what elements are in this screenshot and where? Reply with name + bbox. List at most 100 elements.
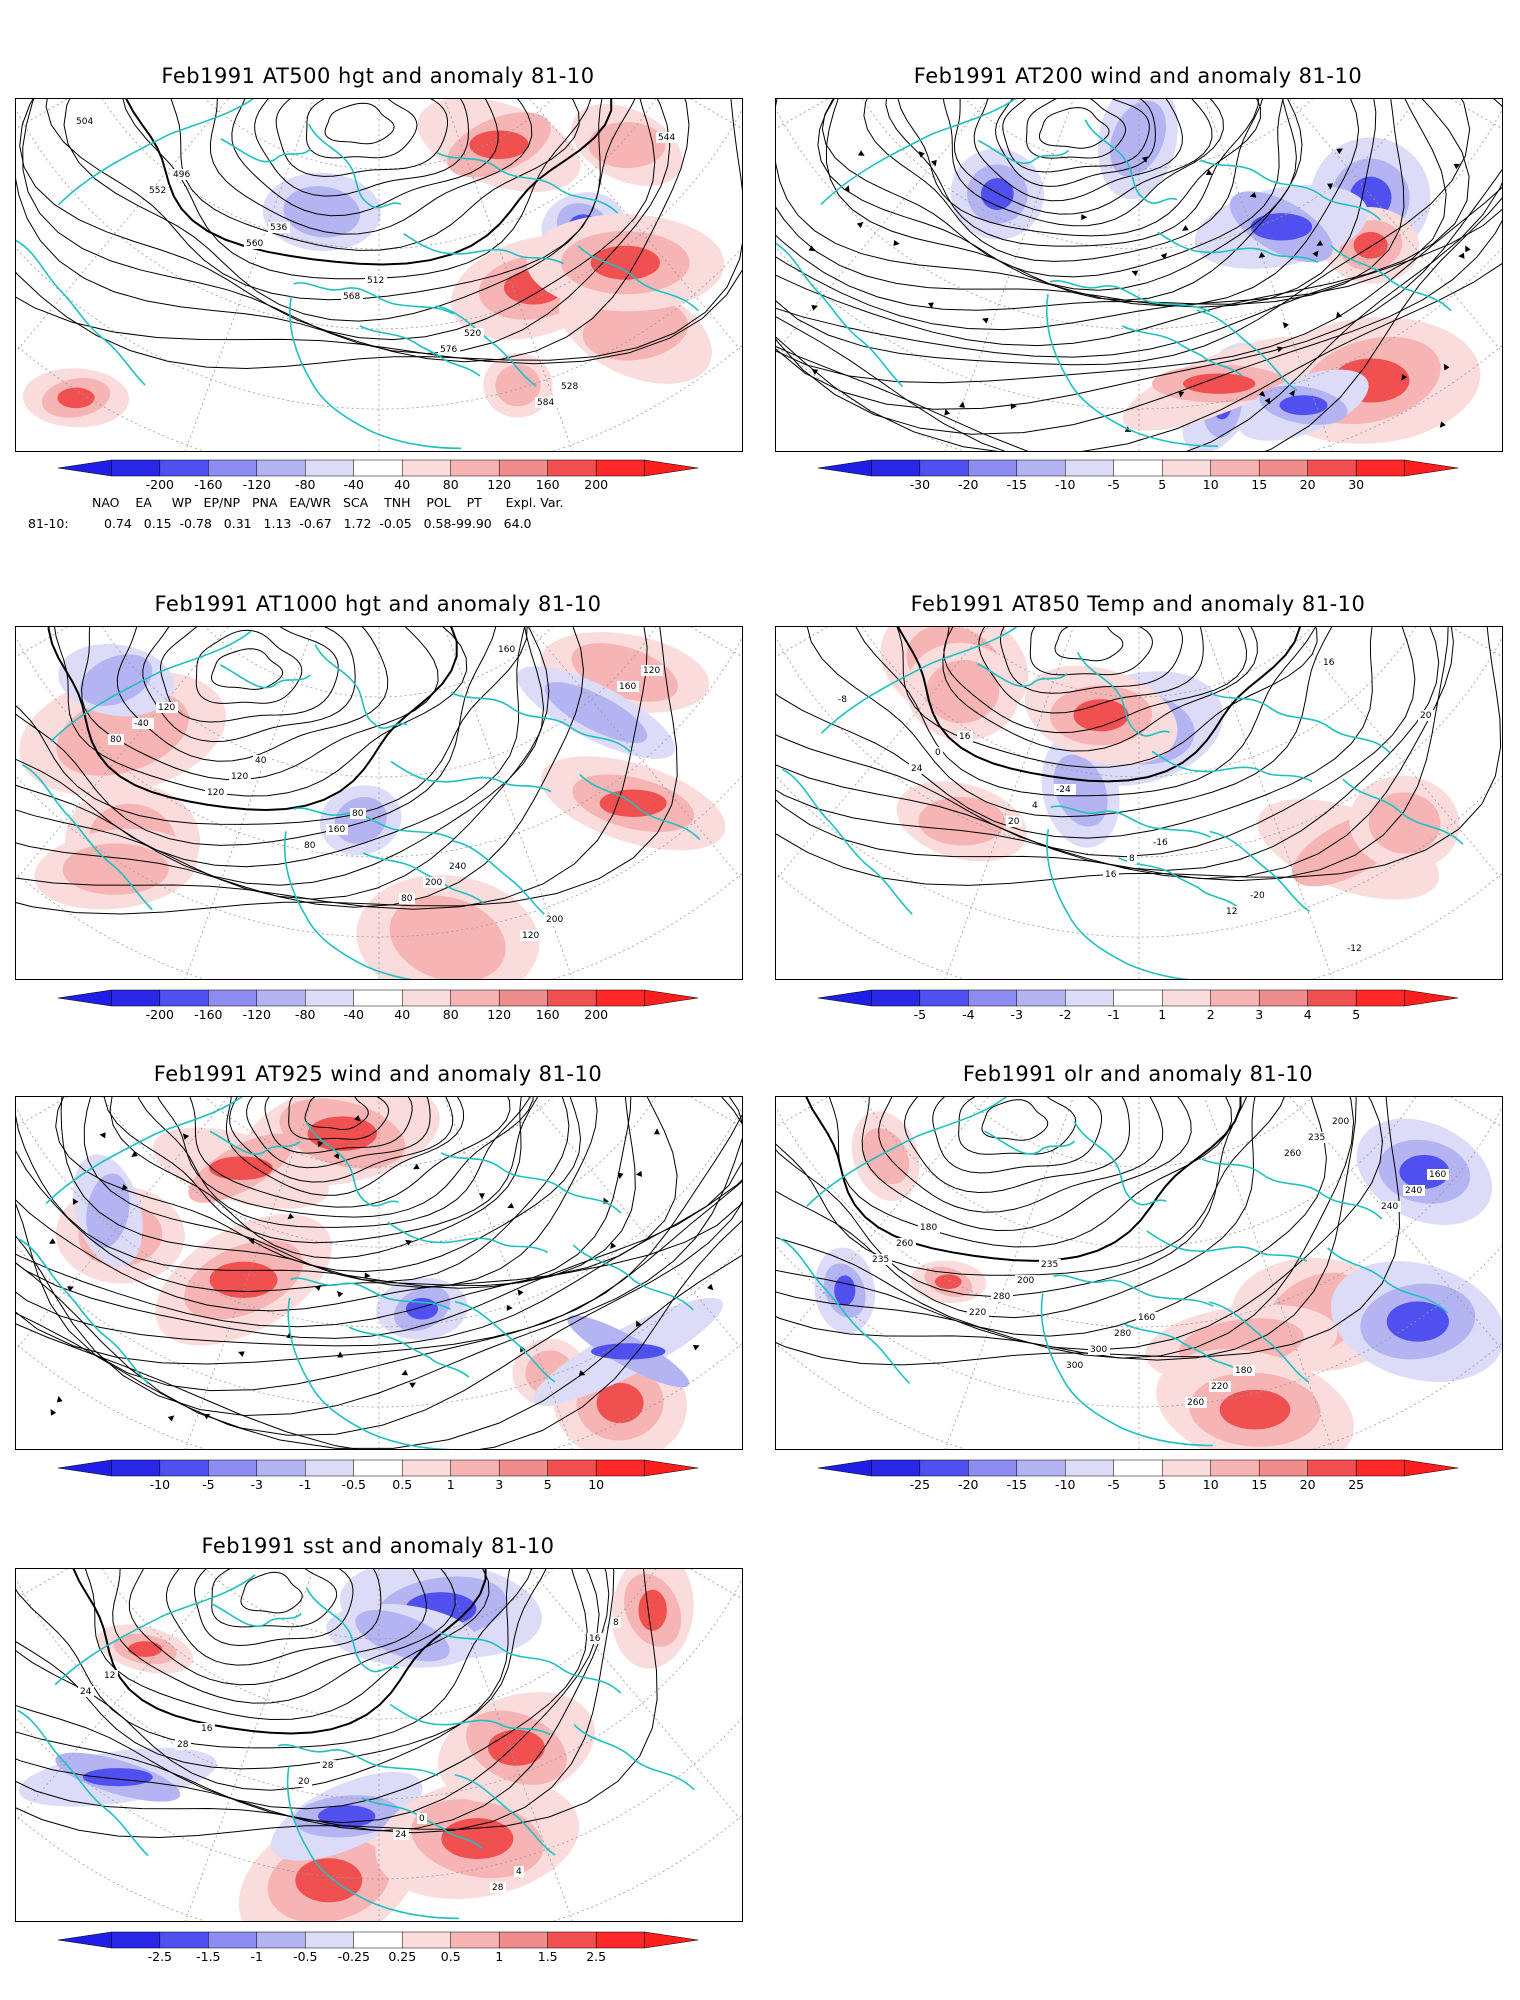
colorbar-swatch (450, 1931, 500, 1949)
colorbar-tick-label: 20 (1299, 477, 1316, 492)
negative-anomaly-region (517, 666, 676, 759)
contour-label: 28 (177, 1740, 189, 1750)
colorbar-swatch (1161, 459, 1211, 477)
colorbar-swatch (208, 1459, 258, 1477)
colorbar-swatch (1065, 989, 1115, 1007)
colorbar-tick-label: -1 (250, 1949, 264, 1964)
colorbar-tick-label: 1 (1158, 1007, 1167, 1022)
coastlines (17, 1574, 695, 1920)
map-canvas (16, 1097, 742, 1449)
colorbar-tick-label: 0.5 (440, 1949, 461, 1964)
colorbar-swatch (547, 459, 597, 477)
contour-label: 16 (589, 1634, 601, 1644)
contour-label: 200 (1332, 1117, 1349, 1127)
colorbar-tick-label: -20 (958, 477, 979, 492)
colorbar-swatch (111, 1459, 161, 1477)
panel-500hgt: Feb1991 AT500 hgt and anomaly 81-10 504 4… (0, 0, 760, 540)
colorbar-tick-label: 1 (495, 1949, 504, 1964)
colorbar-tick-label: 120 (487, 477, 512, 492)
colorbar-low-arrow (57, 989, 112, 1007)
contour-labels: 235 160 180 200 160 180 200 280 220 235 240 260 280 3… (870, 1116, 1449, 1408)
panel-200wind: Feb1991 AT200 wind and anomaly 81-10 -30… (760, 0, 1520, 540)
contour-label: 235 (1041, 1260, 1058, 1270)
colorbar-swatch (1113, 459, 1163, 477)
colorbar-swatch (208, 459, 258, 477)
colorbar-tick-label: 0.25 (388, 1949, 417, 1964)
contour-label: 200 (425, 878, 442, 888)
contour-label: 568 (343, 292, 360, 302)
colorbar-tick-label: -80 (295, 477, 316, 492)
contour-label: 120 (207, 788, 224, 798)
panel-850temp: Feb1991 AT850 Temp and anomaly 81-10 16 -… (760, 540, 1520, 1022)
contour-label: 220 (969, 1308, 986, 1318)
contour-label: 235 (1308, 1133, 1325, 1143)
index-label: 81-10: (28, 516, 69, 531)
positive-anomaly-region (417, 99, 581, 193)
colorbar-tick-label: 80 (442, 477, 459, 492)
contour-label: 520 (464, 329, 481, 339)
positive-anomaly-region (1024, 665, 1178, 765)
colorbar-swatch (595, 1931, 645, 1949)
colorbar-tick-label: 80 (442, 1007, 459, 1022)
colorbar-swatch (871, 989, 921, 1007)
colorbar: -30 -20 -15 -10 -5 5 10 15 20 30 (817, 459, 1459, 492)
contour-label: 584 (537, 398, 554, 408)
colorbar: -25 -20 -15 -10 -5 5 10 15 20 25 (817, 1459, 1459, 1492)
panel-title: Feb1991 olr and anomaly 81-10 (962, 1062, 1314, 1086)
coastlines (21, 630, 701, 979)
colorbar-tick-label: 30 (1348, 477, 1365, 492)
colorbar-swatch (498, 459, 548, 477)
contour-label: 24 (80, 1687, 92, 1697)
positive-anomaly-region (851, 1111, 920, 1201)
contour-label: 180 (1235, 1366, 1252, 1376)
positive-anomaly-region (375, 1778, 580, 1899)
colorbar-tick-label: 1.5 (537, 1949, 558, 1964)
contour-label: -16 (1153, 838, 1168, 848)
colorbar-tick-label: -5 (913, 1007, 927, 1022)
map-frame (775, 98, 1503, 452)
contour-lines (16, 99, 742, 370)
colorbar-swatch (1161, 989, 1211, 1007)
negative-anomaly-region (326, 1603, 479, 1668)
colorbar-tick-label: -160 (194, 477, 223, 492)
positive-anomaly-region (910, 1260, 987, 1303)
colorbar-tick-label: 5 (1158, 477, 1167, 492)
colorbar-tick-label: 160 (535, 477, 560, 492)
colorbar-swatch (1016, 459, 1066, 477)
contour-label: 512 (367, 276, 384, 286)
contour-label: 504 (76, 117, 93, 127)
contour-label: 120 (231, 772, 248, 782)
colorbar-swatch (159, 1931, 209, 1949)
colorbar-swatch (401, 1459, 451, 1477)
colorbar-high-arrow (644, 459, 699, 477)
colorbar-tick-label: -5 (1107, 1477, 1120, 1492)
colorbar: -200 -160 -120 -80 -40 40 80 120 160 200 (57, 459, 699, 492)
colorbar-swatch (919, 459, 969, 477)
colorbar-swatch (1355, 459, 1405, 477)
panel-title: Feb1991 AT850 Temp and anomaly 81-10 (910, 592, 1366, 616)
colorbar-tick-label: 4 (1303, 1007, 1312, 1022)
colorbar-tick-label: -5 (1107, 477, 1120, 492)
colorbar-swatch (1355, 989, 1405, 1007)
negative-anomaly-region (1356, 1118, 1493, 1225)
colorbar-high-arrow (1404, 989, 1459, 1007)
contour-label: 536 (270, 223, 287, 233)
colorbar-swatch (111, 459, 161, 477)
negative-anomaly-region (1097, 99, 1178, 200)
colorbar-tick-label: 20 (1299, 1477, 1316, 1492)
colorbar-tick-label: -25 (909, 1477, 931, 1492)
colorbar-swatch (111, 989, 161, 1007)
colorbar: -10 -5 -3 -1 -0.5 0.5 1 3 5 10 (57, 1459, 699, 1492)
positive-anomaly-region (34, 828, 197, 910)
contour-label: 24 (911, 764, 923, 774)
coastlines (16, 99, 699, 450)
colorbar-swatch (256, 459, 306, 477)
panel-sst: Feb1991 sst and anomaly 81-10 28 0 4 8 12 16 2… (0, 1480, 760, 1964)
colorbar-swatch (353, 459, 403, 477)
streamline-arrows (49, 1115, 714, 1422)
map-canvas: 120 40 80 240 200 120 -40 120 160 200 120 160 80 120 8… (16, 627, 742, 979)
colorbar-low-arrow (57, 1931, 112, 1949)
colorbar-tick-label: -40 (343, 477, 364, 492)
contour-label: 160 (1429, 1170, 1446, 1180)
contour-label: 160 (328, 825, 345, 835)
